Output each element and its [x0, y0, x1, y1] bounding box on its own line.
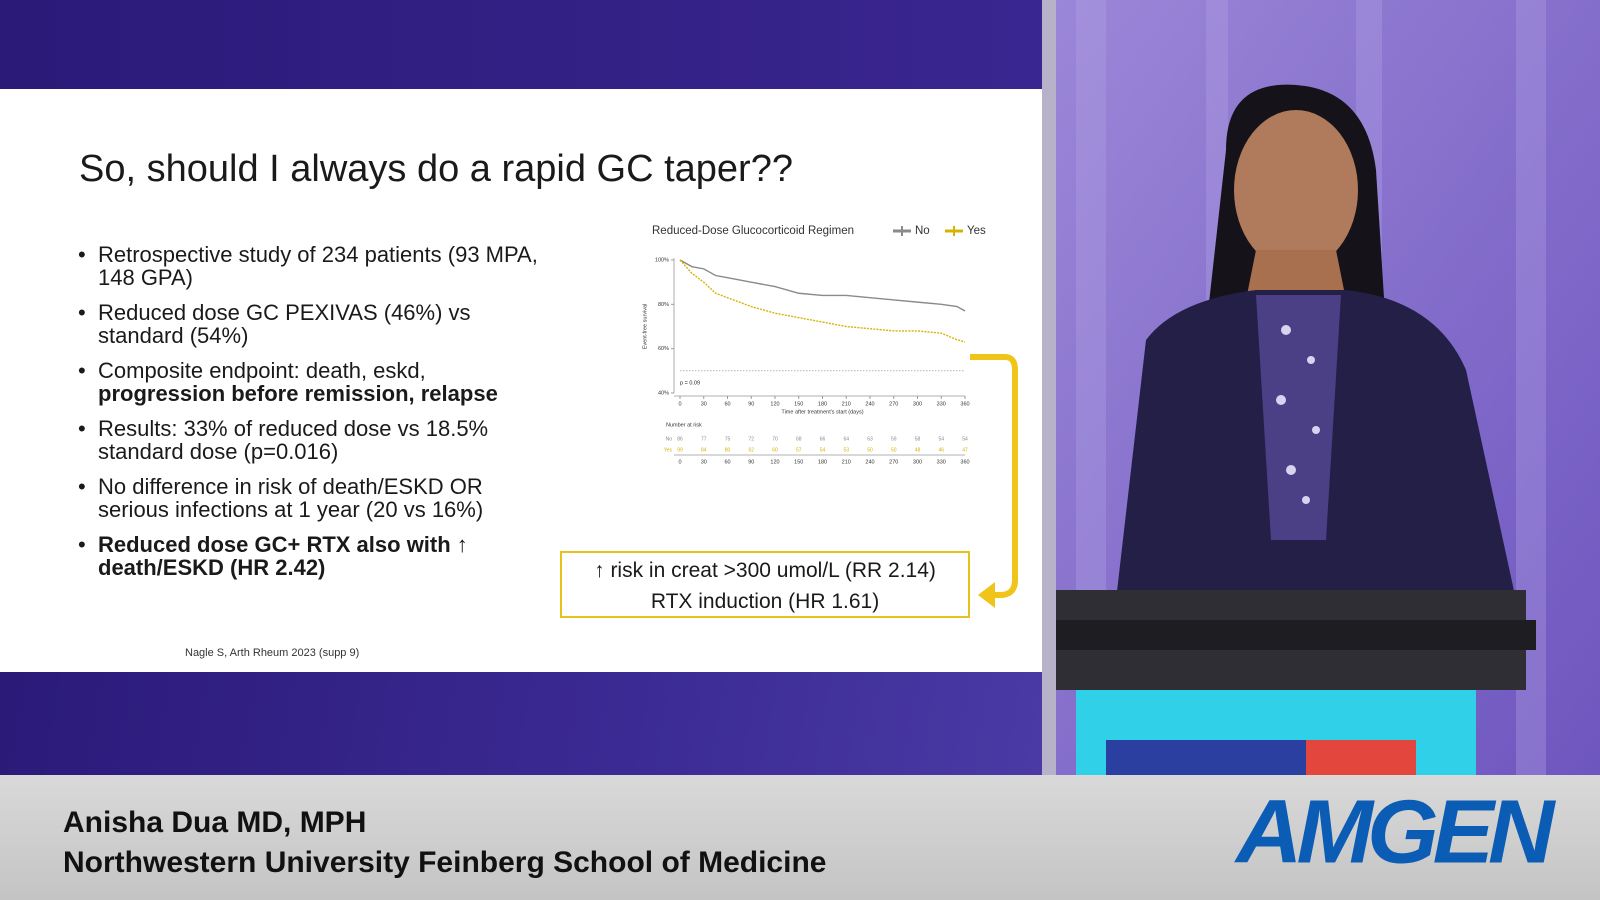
x-tick-label: 30 — [701, 459, 707, 465]
x-tick-label: 150 — [794, 401, 803, 407]
x-axis-label: Time after treatment's start (days) — [781, 409, 863, 415]
x-tick-label: 330 — [937, 459, 946, 465]
y-tick-label: 60% — [658, 346, 669, 352]
risk-count: 66 — [820, 436, 826, 442]
km-chart: Reduced-Dose Glucocorticoid Regimen No Yes… — [642, 225, 1018, 608]
citation: Nagle S, Arth Rheum 2023 (supp 9) — [185, 647, 360, 659]
risk-table-title: Number at risk — [666, 422, 702, 428]
survival-curve — [679, 259, 966, 343]
risk-count: 60 — [772, 447, 778, 453]
sponsor-logo: AMGEN — [1236, 782, 1554, 882]
speaker-view — [1056, 0, 1600, 775]
bullet-text: Composite endpoint: death, eskd, — [98, 358, 426, 383]
risk-row-label: No — [666, 436, 673, 442]
x-tick-label: 90 — [748, 459, 754, 465]
x-tick-label: 360 — [960, 459, 969, 465]
x-tick-label: 90 — [748, 401, 754, 407]
risk-count: 58 — [915, 436, 921, 442]
bullet-text: Reduced dose GC PEXIVAS (46%) vs standar… — [98, 300, 471, 348]
x-tick-label: 0 — [678, 401, 681, 407]
risk-count: 47 — [962, 447, 968, 453]
callout-line: ↑ risk in creat >300 umol/L (RR 2.14) — [594, 559, 936, 582]
legend-label: Yes — [967, 225, 986, 237]
x-tick-label: 120 — [770, 401, 779, 407]
risk-count: 48 — [915, 447, 921, 453]
bullet-bold-text: Reduced dose GC+ RTX also with ↑ death/E… — [98, 532, 468, 580]
bullet-text: Results: 33% of reduced dose vs 18.5% st… — [98, 416, 489, 464]
risk-count: 86 — [677, 436, 683, 442]
x-tick-label: 300 — [913, 459, 922, 465]
x-tick-label: 150 — [794, 459, 803, 465]
x-tick-label: 180 — [818, 459, 827, 465]
speaker-name: Anisha Dua MD, MPH — [63, 806, 367, 839]
x-tick-label: 240 — [865, 459, 874, 465]
risk-count: 57 — [796, 447, 802, 453]
bullet: Reduced dose GC+ RTX also with ↑ death/E… — [78, 533, 558, 579]
callout-box: ↑ risk in creat >300 umol/L (RR 2.14) RT… — [560, 551, 970, 618]
risk-count: 75 — [725, 436, 731, 442]
legend-label: No — [915, 225, 930, 237]
bullet: No difference in risk of death/ESKD OR s… — [78, 475, 558, 521]
slide-band — [0, 0, 1042, 89]
y-tick-label: 80% — [658, 302, 669, 308]
risk-count: 50 — [891, 447, 897, 453]
x-tick-label: 210 — [842, 459, 851, 465]
risk-count: 54 — [962, 436, 968, 442]
x-tick-label: 300 — [913, 401, 922, 407]
risk-count: 54 — [820, 447, 826, 453]
x-tick-label: 60 — [724, 401, 730, 407]
annotation: p = 0.09 — [680, 380, 700, 386]
x-tick-label: 360 — [960, 401, 969, 407]
x-tick-label: 60 — [724, 459, 730, 465]
y-axis-label: Event-free survival — [642, 304, 648, 350]
risk-count: 77 — [701, 436, 707, 442]
bullet-list: Retrospective study of 234 patients (93 … — [78, 243, 558, 591]
x-tick-label: 240 — [865, 401, 874, 407]
bullet: Reduced dose GC PEXIVAS (46%) vs standar… — [78, 301, 558, 347]
risk-count: 50 — [867, 447, 873, 453]
slide-band — [0, 672, 1042, 775]
risk-count: 80 — [725, 447, 731, 453]
slide-title: So, should I always do a rapid GC taper?… — [79, 148, 793, 190]
risk-count: 70 — [772, 436, 778, 442]
risk-count: 54 — [938, 436, 944, 442]
arrow — [970, 354, 1018, 598]
risk-count: 53 — [843, 447, 849, 453]
y-tick-label: 100% — [655, 257, 669, 263]
x-tick-label: 210 — [842, 401, 851, 407]
bullet: Results: 33% of reduced dose vs 18.5% st… — [78, 417, 558, 463]
bullet-bold-text: progression before remission, relapse — [98, 381, 498, 406]
lower-third — [0, 775, 1600, 900]
y-tick-label: 40% — [658, 390, 669, 396]
risk-row-label: Yes — [664, 447, 673, 453]
risk-count: 84 — [701, 447, 707, 453]
risk-count: 46 — [938, 447, 944, 453]
x-tick-label: 30 — [701, 401, 707, 407]
bullet: Composite endpoint: death, eskd,progress… — [78, 359, 558, 405]
risk-count: 62 — [748, 447, 754, 453]
divider — [1042, 0, 1056, 775]
bullet: Retrospective study of 234 patients (93 … — [78, 243, 558, 289]
x-tick-label: 120 — [770, 459, 779, 465]
x-tick-label: 0 — [678, 459, 681, 465]
x-tick-label: 330 — [937, 401, 946, 407]
bullet-text: No difference in risk of death/ESKD OR s… — [98, 474, 484, 522]
speaker-affiliation: Northwestern University Feinberg School … — [63, 846, 827, 879]
arrowhead — [978, 582, 995, 608]
risk-count: 72 — [748, 436, 754, 442]
callout-line: RTX induction (HR 1.61) — [650, 590, 880, 613]
survival-curve — [679, 259, 966, 312]
risk-count: 63 — [867, 436, 873, 442]
bullet-text: Retrospective study of 234 patients (93 … — [98, 242, 538, 290]
risk-count: 59 — [891, 436, 897, 442]
x-tick-label: 270 — [889, 401, 898, 407]
x-tick-label: 270 — [889, 459, 898, 465]
risk-count: 68 — [796, 436, 802, 442]
risk-count: 64 — [843, 436, 849, 442]
x-tick-label: 180 — [818, 401, 827, 407]
chart-title: Reduced-Dose Glucocorticoid Regimen — [652, 225, 854, 237]
risk-count: 99 — [677, 447, 683, 453]
